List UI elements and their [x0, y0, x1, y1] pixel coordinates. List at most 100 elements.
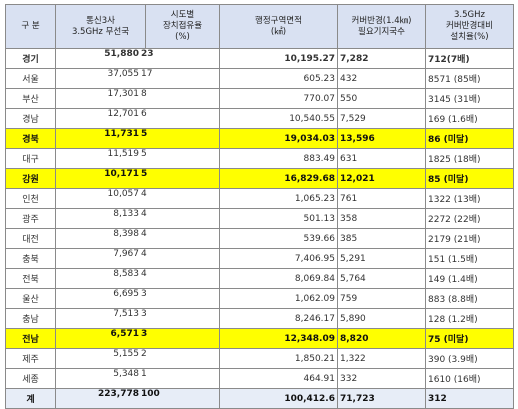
share-value: 4 — [141, 229, 147, 240]
stations-share-cell: 11,519 5 — [55, 148, 220, 169]
stations-value: 10,171 — [104, 169, 139, 180]
table-row: 충북 7,967 4 7,406.95 5,291 151 (1.5배) — [5, 248, 514, 269]
stations-share-cell: 223,778 100 — [55, 388, 220, 409]
coverage-table: 구 분 통신3사 3.5GHz 무선국 시도별 장치접유율 (%) 행정구역면적 (㎢… — [5, 4, 514, 409]
share-value: 2 — [141, 349, 147, 360]
stations-share-cell: 37,055 17 — [55, 68, 220, 89]
rate-cell: 883 (8.8배) — [425, 288, 514, 309]
header-share: 시도별 장치접유율 (%) — [145, 4, 220, 49]
region-cell: 인천 — [5, 188, 56, 209]
stations-value: 11,731 — [104, 129, 139, 140]
table-row: 대구 11,519 5 883.49 631 1825 (18배) — [5, 148, 514, 169]
stations-value: 51,880 — [104, 49, 139, 60]
rate-cell: 1610 (16배) — [425, 368, 514, 389]
stations-share-cell: 17,301 8 — [55, 88, 220, 109]
needed-cell: 12,021 — [337, 168, 426, 189]
table-row: 계 223,778 100 100,412.6 71,723 312 — [5, 388, 514, 409]
table-row: 세종 5,348 1 464.91 332 1610 (16배) — [5, 368, 514, 389]
area-cell: 10,540.55 — [219, 108, 338, 129]
table-row: 충남 7,513 3 8,246.17 5,890 128 (1.2배) — [5, 308, 514, 329]
stations-value: 5,155 — [113, 349, 139, 360]
stations-share-cell: 11,731 5 — [55, 128, 220, 149]
needed-cell: 7,282 — [337, 48, 426, 69]
stations-share-cell: 7,513 3 — [55, 308, 220, 329]
table-row: 대전 8,398 4 539.66 385 2179 (21배) — [5, 228, 514, 249]
table-row: 제주 5,155 2 1,850.21 1,322 390 (3.9배) — [5, 348, 514, 369]
needed-cell: 432 — [337, 68, 426, 89]
share-value: 8 — [141, 89, 147, 100]
stations-value: 8,133 — [113, 209, 139, 220]
area-cell: 8,246.17 — [219, 308, 338, 329]
area-cell: 7,406.95 — [219, 248, 338, 269]
region-cell: 부산 — [5, 88, 56, 109]
share-value: 3 — [141, 289, 147, 300]
stations-share-cell: 10,171 5 — [55, 168, 220, 189]
region-cell: 서울 — [5, 68, 56, 89]
stations-share-cell: 10,057 4 — [55, 188, 220, 209]
header-area: 행정구역면적 (㎢) — [219, 4, 338, 49]
stations-share-cell: 7,967 4 — [55, 248, 220, 269]
region-cell: 강원 — [5, 168, 56, 189]
area-cell: 1,062.09 — [219, 288, 338, 309]
stations-share-cell: 51,880 23 — [55, 48, 220, 69]
stations-share-cell: 8,133 4 — [55, 208, 220, 229]
rate-cell: 86 (미달) — [425, 128, 514, 149]
stations-value: 37,055 — [107, 69, 140, 80]
area-cell: 16,829.68 — [219, 168, 338, 189]
region-cell: 경북 — [5, 128, 56, 149]
needed-cell: 1,322 — [337, 348, 426, 369]
stations-value: 5,348 — [113, 369, 139, 380]
share-value: 1 — [141, 369, 147, 380]
region-cell: 세종 — [5, 368, 56, 389]
region-cell: 충남 — [5, 308, 56, 329]
rate-cell: 75 (미달) — [425, 328, 514, 349]
table-row: 울산 6,695 3 1,062.09 759 883 (8.8배) — [5, 288, 514, 309]
stations-value: 17,301 — [107, 89, 140, 100]
stations-value: 8,398 — [113, 229, 139, 240]
rate-cell: 128 (1.2배) — [425, 308, 514, 329]
needed-cell: 8,820 — [337, 328, 426, 349]
table-row: 인천 10,057 4 1,065.23 761 1322 (13배) — [5, 188, 514, 209]
area-cell: 1,850.21 — [219, 348, 338, 369]
rate-cell: 2272 (22배) — [425, 208, 514, 229]
rate-cell: 8571 (85배) — [425, 68, 514, 89]
table-body: 경기 51,880 23 10,195.27 7,282 712(7배) 서울 37,055 1… — [5, 48, 514, 409]
table-row: 전남 6,571 3 12,348.09 8,820 75 (미달) — [5, 328, 514, 349]
stations-share-cell: 6,695 3 — [55, 288, 220, 309]
region-cell: 대전 — [5, 228, 56, 249]
area-cell: 883.49 — [219, 148, 338, 169]
area-cell: 19,034.03 — [219, 128, 338, 149]
area-cell: 464.91 — [219, 368, 338, 389]
stations-value: 7,513 — [113, 309, 139, 320]
region-cell: 전남 — [5, 328, 56, 349]
header-region: 구 분 — [5, 4, 56, 49]
needed-cell: 385 — [337, 228, 426, 249]
rate-cell: 390 (3.9배) — [425, 348, 514, 369]
share-value: 3 — [141, 329, 148, 340]
share-value: 17 — [141, 69, 153, 80]
stations-value: 223,778 — [98, 389, 139, 400]
stations-value: 12,701 — [107, 109, 140, 120]
stations-value: 8,583 — [113, 269, 139, 280]
region-cell: 경기 — [5, 48, 56, 69]
rate-cell: 2179 (21배) — [425, 228, 514, 249]
needed-cell: 759 — [337, 288, 426, 309]
stations-value: 6,571 — [110, 329, 139, 340]
table-row: 경기 51,880 23 10,195.27 7,282 712(7배) — [5, 48, 514, 69]
area-cell: 539.66 — [219, 228, 338, 249]
area-cell: 1,065.23 — [219, 188, 338, 209]
share-value: 100 — [141, 389, 160, 400]
table-row: 강원 10,171 5 16,829.68 12,021 85 (미달) — [5, 168, 514, 189]
area-cell: 8,069.84 — [219, 268, 338, 289]
table-row: 부산 17,301 8 770.07 550 3145 (31배) — [5, 88, 514, 109]
stations-value: 6,695 — [113, 289, 139, 300]
header-stations: 통신3사 3.5GHz 무선국 — [55, 4, 146, 49]
stations-share-cell: 8,398 4 — [55, 228, 220, 249]
stations-share-cell: 12,701 6 — [55, 108, 220, 129]
share-value: 4 — [141, 269, 147, 280]
header-needed: 커버반경(1.4㎞) 필요기지국수 — [337, 4, 426, 49]
table-row: 경북 11,731 5 19,034.03 13,596 86 (미달) — [5, 128, 514, 149]
area-cell: 770.07 — [219, 88, 338, 109]
region-cell: 대구 — [5, 148, 56, 169]
share-value: 23 — [141, 49, 154, 60]
